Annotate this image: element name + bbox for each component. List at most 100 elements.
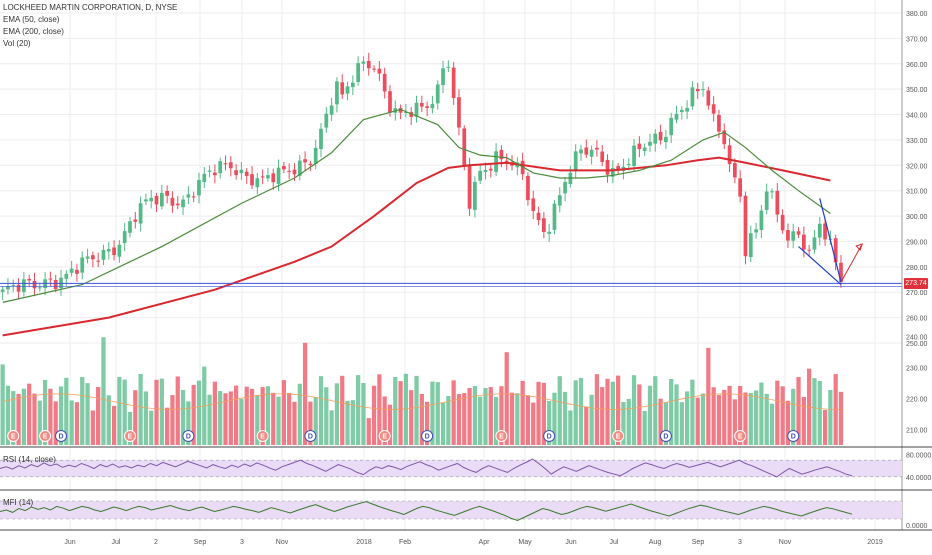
volume-bar xyxy=(775,380,780,445)
candle-body xyxy=(239,169,244,174)
candle-body xyxy=(48,278,53,280)
mfi-tick-label: 0.0000 xyxy=(906,523,928,530)
time-tick-label: Jul xyxy=(112,539,121,546)
volume-bar xyxy=(531,402,536,445)
candle-body xyxy=(388,91,392,113)
candle-body xyxy=(11,285,16,287)
candle-body xyxy=(812,237,817,250)
wedge-upper-line xyxy=(819,198,842,283)
volume-bar xyxy=(716,395,722,445)
volume-bar xyxy=(669,378,674,445)
candle-body xyxy=(674,113,679,120)
price-tick-label: 340.00 xyxy=(906,113,928,120)
marker-label: E xyxy=(260,434,265,441)
candle-body xyxy=(228,162,233,169)
volume-bar xyxy=(695,397,700,445)
price-tick-label: 280.00 xyxy=(906,265,928,272)
volume-bar xyxy=(440,402,446,445)
candle-body xyxy=(531,198,536,211)
price-tick-label: 360.00 xyxy=(906,62,928,69)
ema50-legend: EMA (50, close) xyxy=(3,15,60,24)
volume-bar xyxy=(414,375,419,445)
candle-body xyxy=(297,160,302,176)
volume-bar xyxy=(791,388,796,445)
candle-body xyxy=(175,203,180,206)
candle-body xyxy=(775,190,780,215)
volume-bar xyxy=(228,391,233,445)
candle-body xyxy=(536,212,541,221)
volume-bar xyxy=(133,390,138,445)
time-tick-label: 3 xyxy=(240,539,244,546)
price-tick-label: 350.00 xyxy=(906,87,928,94)
candle-body xyxy=(430,103,435,109)
candle-body xyxy=(733,163,737,178)
volume-bar xyxy=(260,387,265,445)
time-tick-label: Sep xyxy=(194,539,207,546)
chart-title: LOCKHEED MARTIN CORPORATION, D, NYSE xyxy=(3,3,178,12)
candle-body xyxy=(499,149,504,160)
rsi-tick-label: 80.0000 xyxy=(906,453,931,460)
marker-label: E xyxy=(128,434,133,441)
candle-body xyxy=(80,257,85,273)
volume-bar xyxy=(515,393,520,445)
volume-bar xyxy=(748,392,753,445)
volume-tick-label: 210.00 xyxy=(906,428,928,435)
volume-bar xyxy=(334,383,340,445)
marker-label: D xyxy=(425,434,430,441)
candle-body xyxy=(409,112,414,117)
volume-bar xyxy=(589,394,594,445)
volume-bar xyxy=(536,381,541,445)
candle-body xyxy=(6,286,10,290)
candle-body xyxy=(494,151,498,172)
candle-body xyxy=(658,131,663,141)
volume-bar xyxy=(435,382,440,445)
volume-bar xyxy=(53,401,58,445)
candle-body xyxy=(573,151,578,171)
price-tick-label: 260.00 xyxy=(906,316,928,323)
candle-body xyxy=(96,260,101,262)
volume-bar xyxy=(568,410,573,445)
last-price-tag: 273.74 xyxy=(904,278,928,289)
candle-body xyxy=(478,170,483,181)
volume-bar xyxy=(212,381,218,445)
candle-body xyxy=(605,159,610,175)
ema200-line xyxy=(2,156,831,337)
time-tick-label: Nov xyxy=(276,539,289,546)
candle-body xyxy=(526,175,530,201)
candle-body xyxy=(488,168,493,171)
volume-bar xyxy=(419,393,424,445)
volume-bar xyxy=(32,393,37,445)
volume-bar xyxy=(409,390,414,445)
time-tick-label: Sep xyxy=(692,539,705,546)
candle-body xyxy=(218,161,223,174)
candle-body xyxy=(213,172,217,176)
rsi-line xyxy=(0,458,853,478)
volume-bar xyxy=(621,401,626,445)
candle-body xyxy=(329,105,334,115)
earnings-marker xyxy=(612,430,625,442)
candle-body xyxy=(738,178,743,197)
earnings-marker xyxy=(123,430,136,442)
time-tick-label: Jun xyxy=(565,539,576,546)
candle-body xyxy=(791,231,796,241)
candle-body xyxy=(759,210,764,231)
candle-body xyxy=(626,164,631,166)
earnings-marker xyxy=(495,430,508,442)
candle-body xyxy=(112,247,116,256)
candle-body xyxy=(690,87,695,107)
price-tick-label: 380.00 xyxy=(906,11,928,18)
volume-bar xyxy=(138,373,143,445)
volume-tick-label: 220.00 xyxy=(906,397,928,404)
volume-bar xyxy=(308,401,313,445)
earnings-marker xyxy=(7,430,20,442)
volume-bar xyxy=(488,387,493,445)
volume-bar xyxy=(658,398,663,445)
volume-bars xyxy=(0,337,844,445)
volume-bar xyxy=(493,396,499,445)
candle-body xyxy=(552,203,557,230)
volume-bar xyxy=(329,410,334,445)
candle-body xyxy=(748,233,753,258)
volume-bar xyxy=(27,383,32,445)
